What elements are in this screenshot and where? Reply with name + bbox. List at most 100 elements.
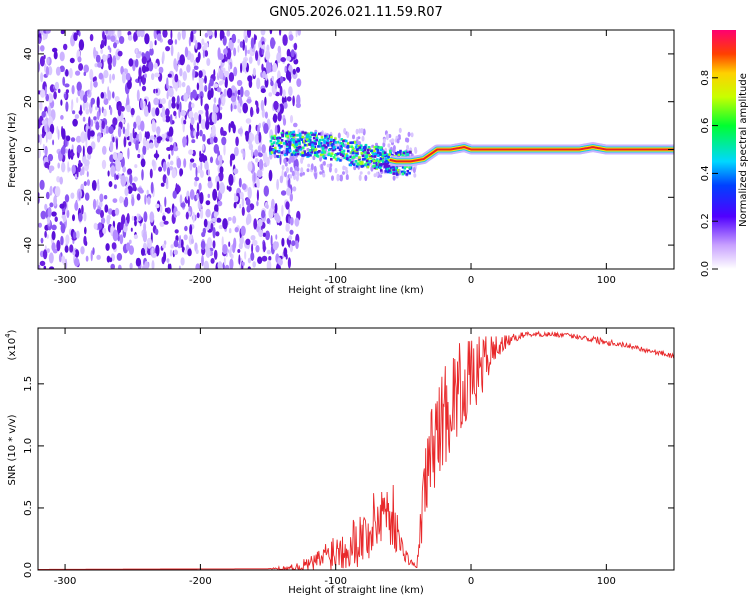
ridge-cloud-mark [332,156,336,159]
ridge-cloud-mark [351,148,355,151]
ridge-cloud-mark [288,144,291,148]
noise-mark [70,137,76,142]
noise-mark [173,110,177,117]
ridge-cloud-mark [307,139,310,143]
noise-mark [261,255,268,262]
noise-mark [201,254,204,267]
noise-mark [179,234,182,247]
ridge-cloud-mark [290,131,294,135]
noise-mark [271,198,275,210]
ridge-cloud-mark [305,143,308,147]
noise-mark [107,53,110,58]
noise-mark [200,208,204,219]
noise-mark [71,164,76,174]
noise-mark [64,245,69,253]
noise-mark [120,105,125,112]
ridge-cloud-mark [359,148,362,151]
ridge-cloud-mark [293,152,297,156]
noise-mark [189,160,193,171]
noise-mark [74,201,79,211]
noise-mark [194,176,200,182]
noise-mark [61,161,66,173]
ridge-cloud-mark [385,160,388,163]
noise-mark [45,191,50,200]
noise-mark [192,211,195,221]
noise-mark [140,120,145,132]
ridge-cloud-mark [272,141,276,144]
ridge-cloud-mark [340,145,343,148]
noise-mark [266,249,271,255]
ridge-cloud-mark [304,139,308,143]
noise-mark [191,102,195,109]
noise-mark [112,73,115,81]
ridge-cloud-mark [388,153,391,156]
noise-mark [225,76,228,89]
noise-mark [82,145,85,157]
ridge-cloud-mark [296,152,300,156]
haze-mark [346,131,350,139]
y-tick-label: 1.0 [23,438,34,454]
noise-mark [204,75,207,84]
noise-mark [59,203,65,209]
noise-mark [40,89,46,98]
noise-mark [42,143,46,153]
noise-mark [202,227,206,235]
ridge-cloud-mark [306,151,310,155]
noise-mark [193,180,198,187]
ridge-cloud-mark [354,160,358,163]
ridge-cloud-mark [273,136,277,139]
ridge-cloud-mark [301,146,305,150]
noise-mark [125,72,131,81]
ridge-cloud-mark [340,147,343,151]
noise-mark [209,136,214,145]
noise-mark [259,47,262,57]
noise-mark [271,75,275,81]
ridge-cloud-mark [281,134,285,137]
noise-mark [48,166,53,174]
noise-mark [149,211,155,223]
haze-mark [358,174,362,181]
ridge-cloud-mark [383,151,387,154]
noise-mark [213,97,217,104]
noise-mark [144,73,147,78]
ridge-cloud-mark [273,146,277,150]
noise-mark [53,91,57,100]
ridge-cloud-mark [313,145,317,149]
noise-mark [260,88,266,94]
ridge-cloud-mark [306,138,309,141]
haze-mark [300,167,304,174]
noise-mark [117,126,122,138]
noise-mark [198,82,204,94]
ridge-cloud-mark [371,158,375,162]
ridge-cloud-mark [389,149,392,153]
haze-mark [406,137,410,143]
noise-mark [167,73,172,78]
noise-mark [122,118,125,124]
noise-mark [219,112,223,120]
noise-mark [279,76,284,84]
noise-mark [213,83,219,88]
noise-mark [171,101,176,109]
noise-mark [281,204,284,217]
noise-mark [252,67,256,77]
ridge-cloud-mark [350,151,353,154]
noise-mark [54,81,60,90]
noise-mark [121,71,126,84]
noise-mark [135,115,141,126]
ridge-cloud-mark [340,138,344,141]
ridge-cloud-mark [327,144,330,147]
noise-mark [101,120,105,130]
noise-mark [187,195,190,208]
noise-mark [200,240,206,250]
noise-mark [240,62,243,74]
noise-mark [237,38,240,44]
noise-mark [62,255,65,266]
noise-mark [47,206,52,218]
noise-mark [286,48,291,58]
noise-mark [117,50,123,57]
noise-mark [170,30,173,40]
noise-mark [275,241,279,249]
noise-mark [42,249,48,260]
ridge-cloud-mark [392,166,395,169]
